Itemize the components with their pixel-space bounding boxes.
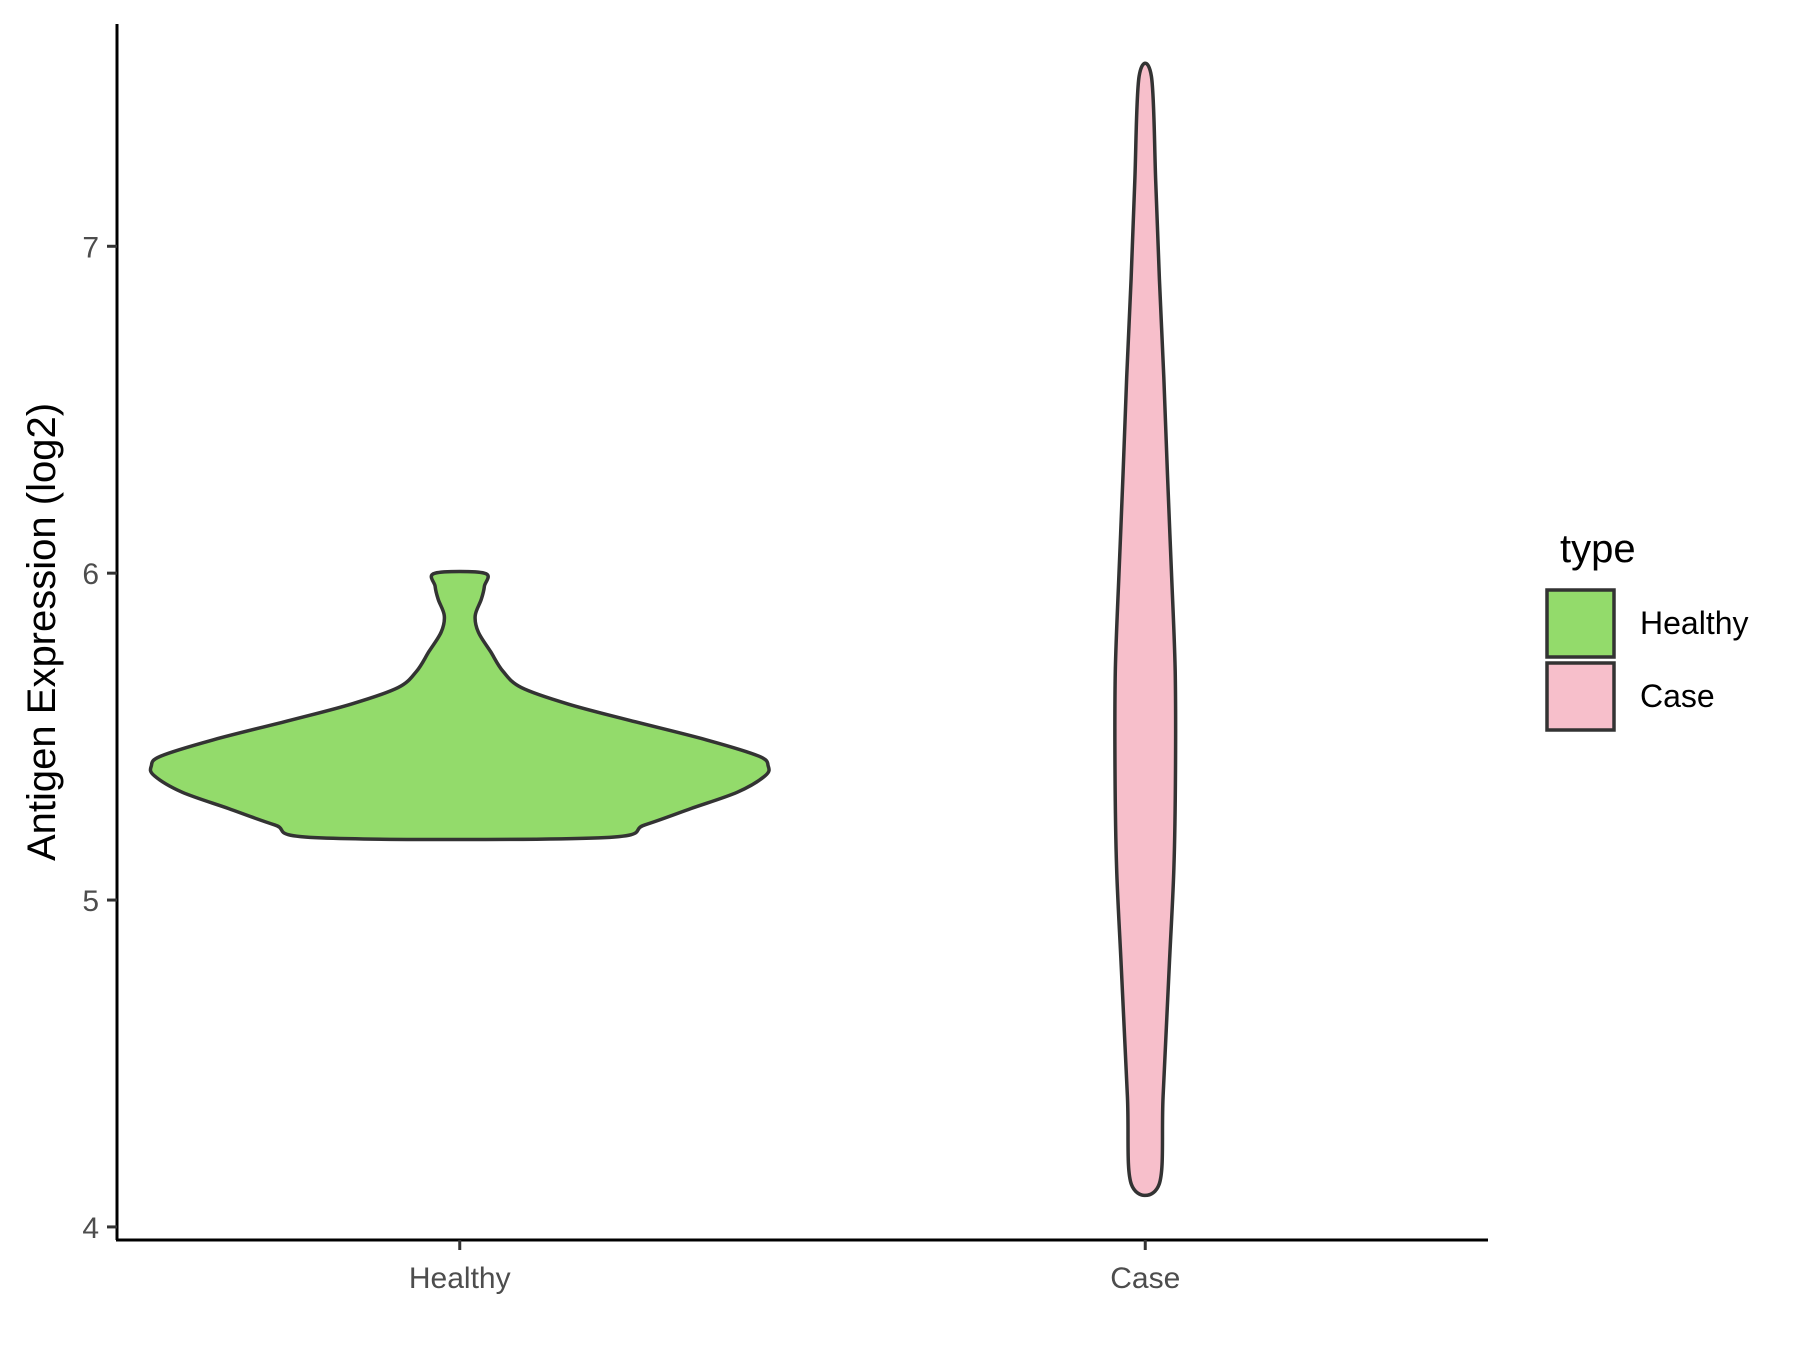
legend-label-healthy: Healthy <box>1640 605 1749 641</box>
legend-label-case: Case <box>1640 678 1715 714</box>
y-tick-label: 7 <box>82 231 99 264</box>
x-tick-label: Case <box>1110 1262 1180 1295</box>
y-axis-title: Antigen Expression (log2) <box>20 403 64 861</box>
legend-key-case <box>1545 661 1616 732</box>
legend: type Healthy Case <box>1545 527 1749 732</box>
y-tick-label: 4 <box>82 1212 99 1245</box>
x-axis-ticks: Healthy Case <box>409 1240 1180 1295</box>
violin-healthy <box>148 569 771 842</box>
plot-area: 4 5 6 7 Healthy Case <box>82 24 1488 1295</box>
legend-title: type <box>1560 527 1636 571</box>
y-tick-label: 6 <box>82 558 99 591</box>
y-axis-ticks: 4 5 6 7 <box>82 231 117 1245</box>
x-tick-label: Healthy <box>409 1262 511 1295</box>
legend-key-healthy <box>1545 588 1616 659</box>
y-tick-label: 5 <box>82 885 99 918</box>
violin-group <box>148 61 1178 1198</box>
violin-case <box>1113 61 1178 1198</box>
